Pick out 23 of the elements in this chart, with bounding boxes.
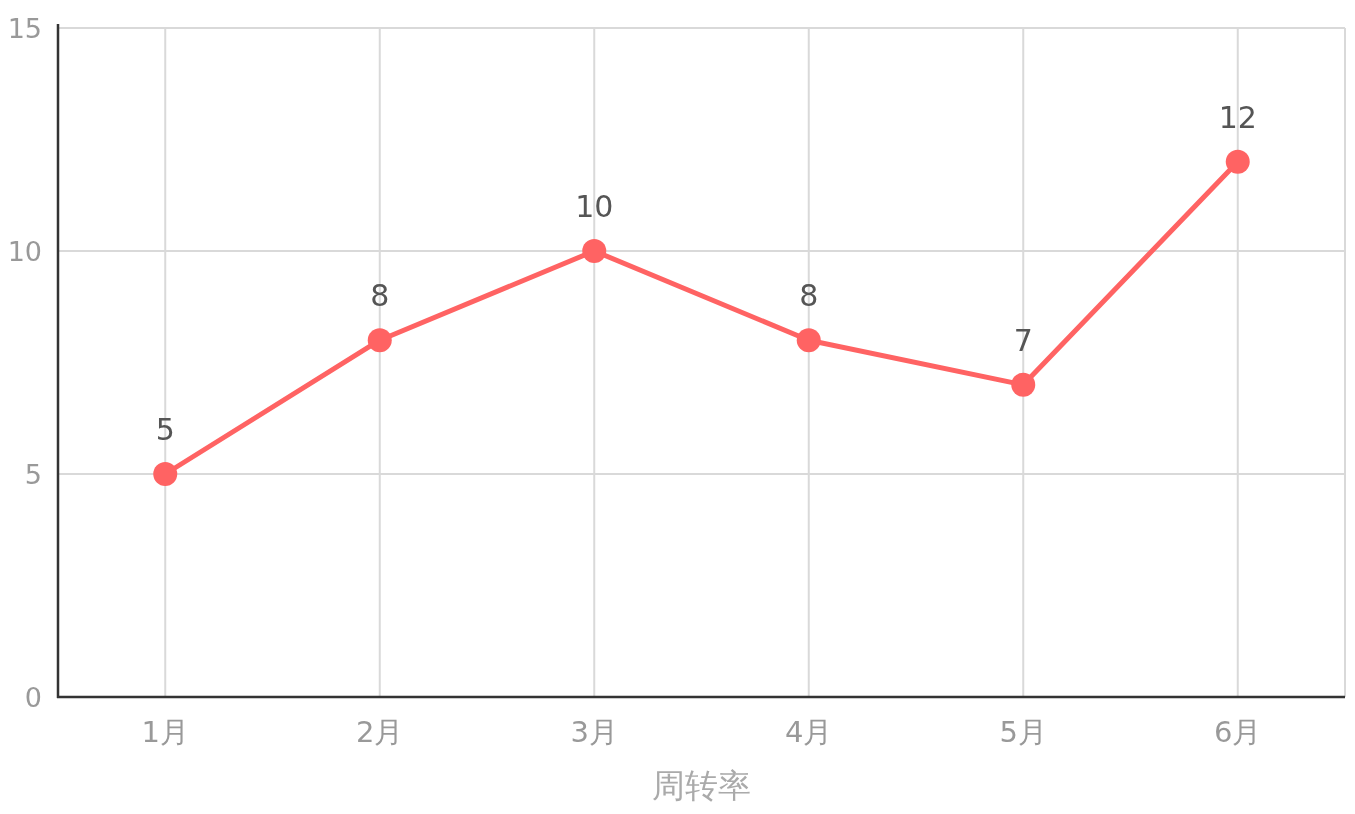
x-tick-label: 3月: [570, 715, 618, 749]
x-tick-label: 5月: [999, 715, 1047, 749]
point: [153, 462, 178, 486]
point: [582, 239, 607, 263]
data-label: 8: [370, 278, 390, 314]
data-label: 10: [575, 189, 614, 224]
point: [367, 328, 392, 353]
y-tick-label: 15: [7, 13, 42, 44]
data-label: 8: [799, 278, 819, 314]
y-tick-label: 10: [7, 236, 42, 267]
y-tick-label: 0: [24, 682, 42, 713]
data-label: 12: [1218, 99, 1257, 135]
point: [796, 328, 821, 353]
data-label: 5: [155, 412, 175, 447]
x-axis-title: 周转率: [652, 766, 751, 805]
point: [1225, 149, 1250, 174]
point: [1011, 372, 1036, 397]
x-tick-label: 6月: [1214, 715, 1262, 749]
x-tick-label: 1月: [141, 715, 189, 749]
data-label: 7: [1013, 322, 1033, 358]
y-tick-label: 5: [24, 459, 42, 490]
x-tick-label: 2月: [356, 715, 404, 749]
x-tick-label: 4月: [785, 715, 833, 749]
